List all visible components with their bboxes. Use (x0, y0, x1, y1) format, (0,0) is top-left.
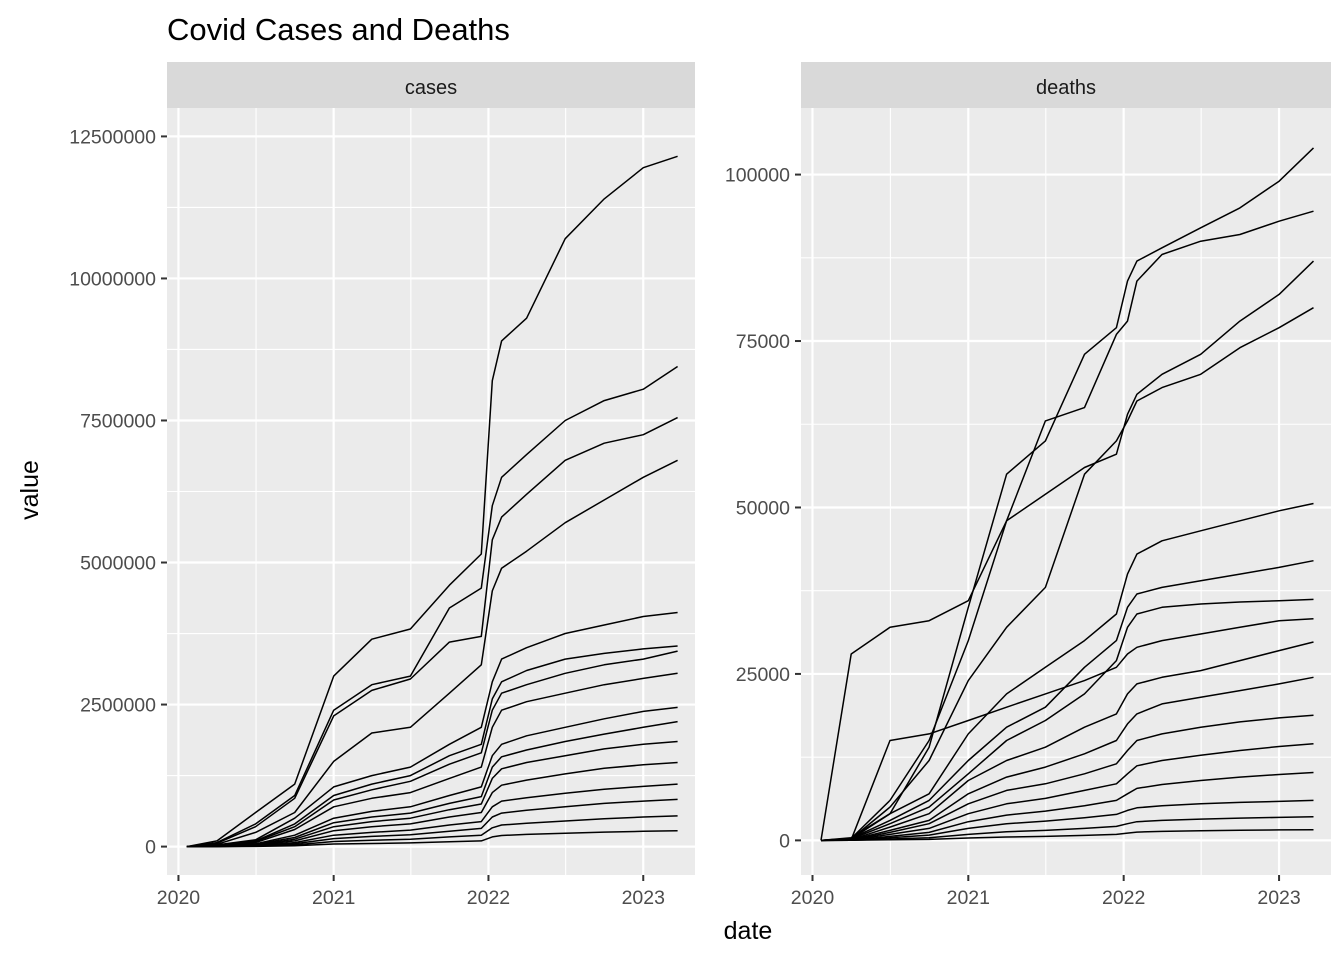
y-tick-label: 50000 (736, 497, 790, 519)
series-line-cases-10 (186, 720, 678, 848)
y-tick-label: 7500000 (80, 410, 156, 432)
series-line-deaths-5 (820, 502, 1314, 842)
x-tick-label: 2023 (622, 887, 665, 909)
x-tick-label: 2023 (1257, 887, 1300, 909)
series-line-deaths-9 (820, 641, 1314, 842)
series-line-cases-5 (186, 611, 678, 848)
x-tick-label: 2020 (157, 887, 201, 909)
facet-strip (167, 62, 695, 108)
x-tick-label: 2022 (467, 887, 510, 909)
y-tick-label: 2500000 (80, 695, 156, 717)
series-line-deaths-3 (820, 210, 1314, 841)
facet-strip (801, 62, 1331, 108)
facet-panels: cases 0 2500000 5000000 7500000 10000000 12500… (69, 62, 1331, 909)
series-line-cases-1 (186, 155, 678, 848)
series-line-cases-16 (186, 829, 678, 848)
chart-title: Covid Cases and Deaths (167, 12, 510, 47)
series-line-cases-2 (186, 365, 679, 848)
y-tick-label: 5000000 (80, 553, 156, 575)
x-tick-label: 2022 (1102, 887, 1145, 909)
y-tick-label: 0 (779, 830, 790, 852)
y-tick-label: 100000 (725, 165, 790, 187)
panel-cases: cases 0 2500000 5000000 7500000 10000000 12500… (69, 62, 695, 909)
series-line-deaths-8 (820, 617, 1314, 842)
series-line-deaths-4 (820, 307, 1314, 842)
x-tick-label: 2021 (947, 887, 990, 909)
series-line-deaths-16 (820, 828, 1314, 842)
y-tick-label: 75000 (736, 331, 790, 353)
facet-strip-label: cases (405, 77, 457, 99)
facet-strip-label: deaths (1036, 77, 1096, 99)
x-tick-label: 2020 (791, 887, 835, 909)
series-line-deaths-2 (820, 260, 1315, 842)
series-line-cases-4 (186, 459, 678, 848)
y-axis-title: value (16, 460, 44, 520)
series-line-deaths-6 (820, 559, 1314, 842)
series-line-deaths-11 (820, 714, 1314, 842)
series-line-deaths-7 (820, 598, 1314, 842)
y-tick-label: 12500000 (69, 126, 156, 148)
y-tick-label: 0 (145, 837, 156, 859)
series-line-cases-12 (186, 761, 678, 848)
x-tick-label: 2021 (312, 887, 355, 909)
series-line-cases-3 (186, 416, 678, 848)
series-line-deaths-10 (820, 676, 1314, 842)
series-line-deaths-14 (820, 799, 1314, 842)
series-line-cases-7 (186, 650, 678, 848)
series-line-deaths-1 (820, 147, 1315, 842)
series-line-cases-6 (186, 645, 678, 848)
series-line-cases-11 (186, 740, 678, 848)
y-tick-label: 10000000 (69, 268, 156, 290)
panel-deaths: deaths 0 25000 50000 75000 100000 2020 2021 2022… (725, 62, 1331, 909)
series-line-cases-9 (186, 706, 678, 848)
x-axis-title: date (724, 917, 773, 945)
series-line-deaths-13 (820, 771, 1314, 842)
series-line-deaths-15 (820, 815, 1314, 842)
series-line-cases-8 (186, 672, 678, 848)
series-line-deaths-12 (820, 743, 1314, 842)
y-tick-label: 25000 (736, 664, 790, 686)
panel-background (801, 108, 1331, 875)
